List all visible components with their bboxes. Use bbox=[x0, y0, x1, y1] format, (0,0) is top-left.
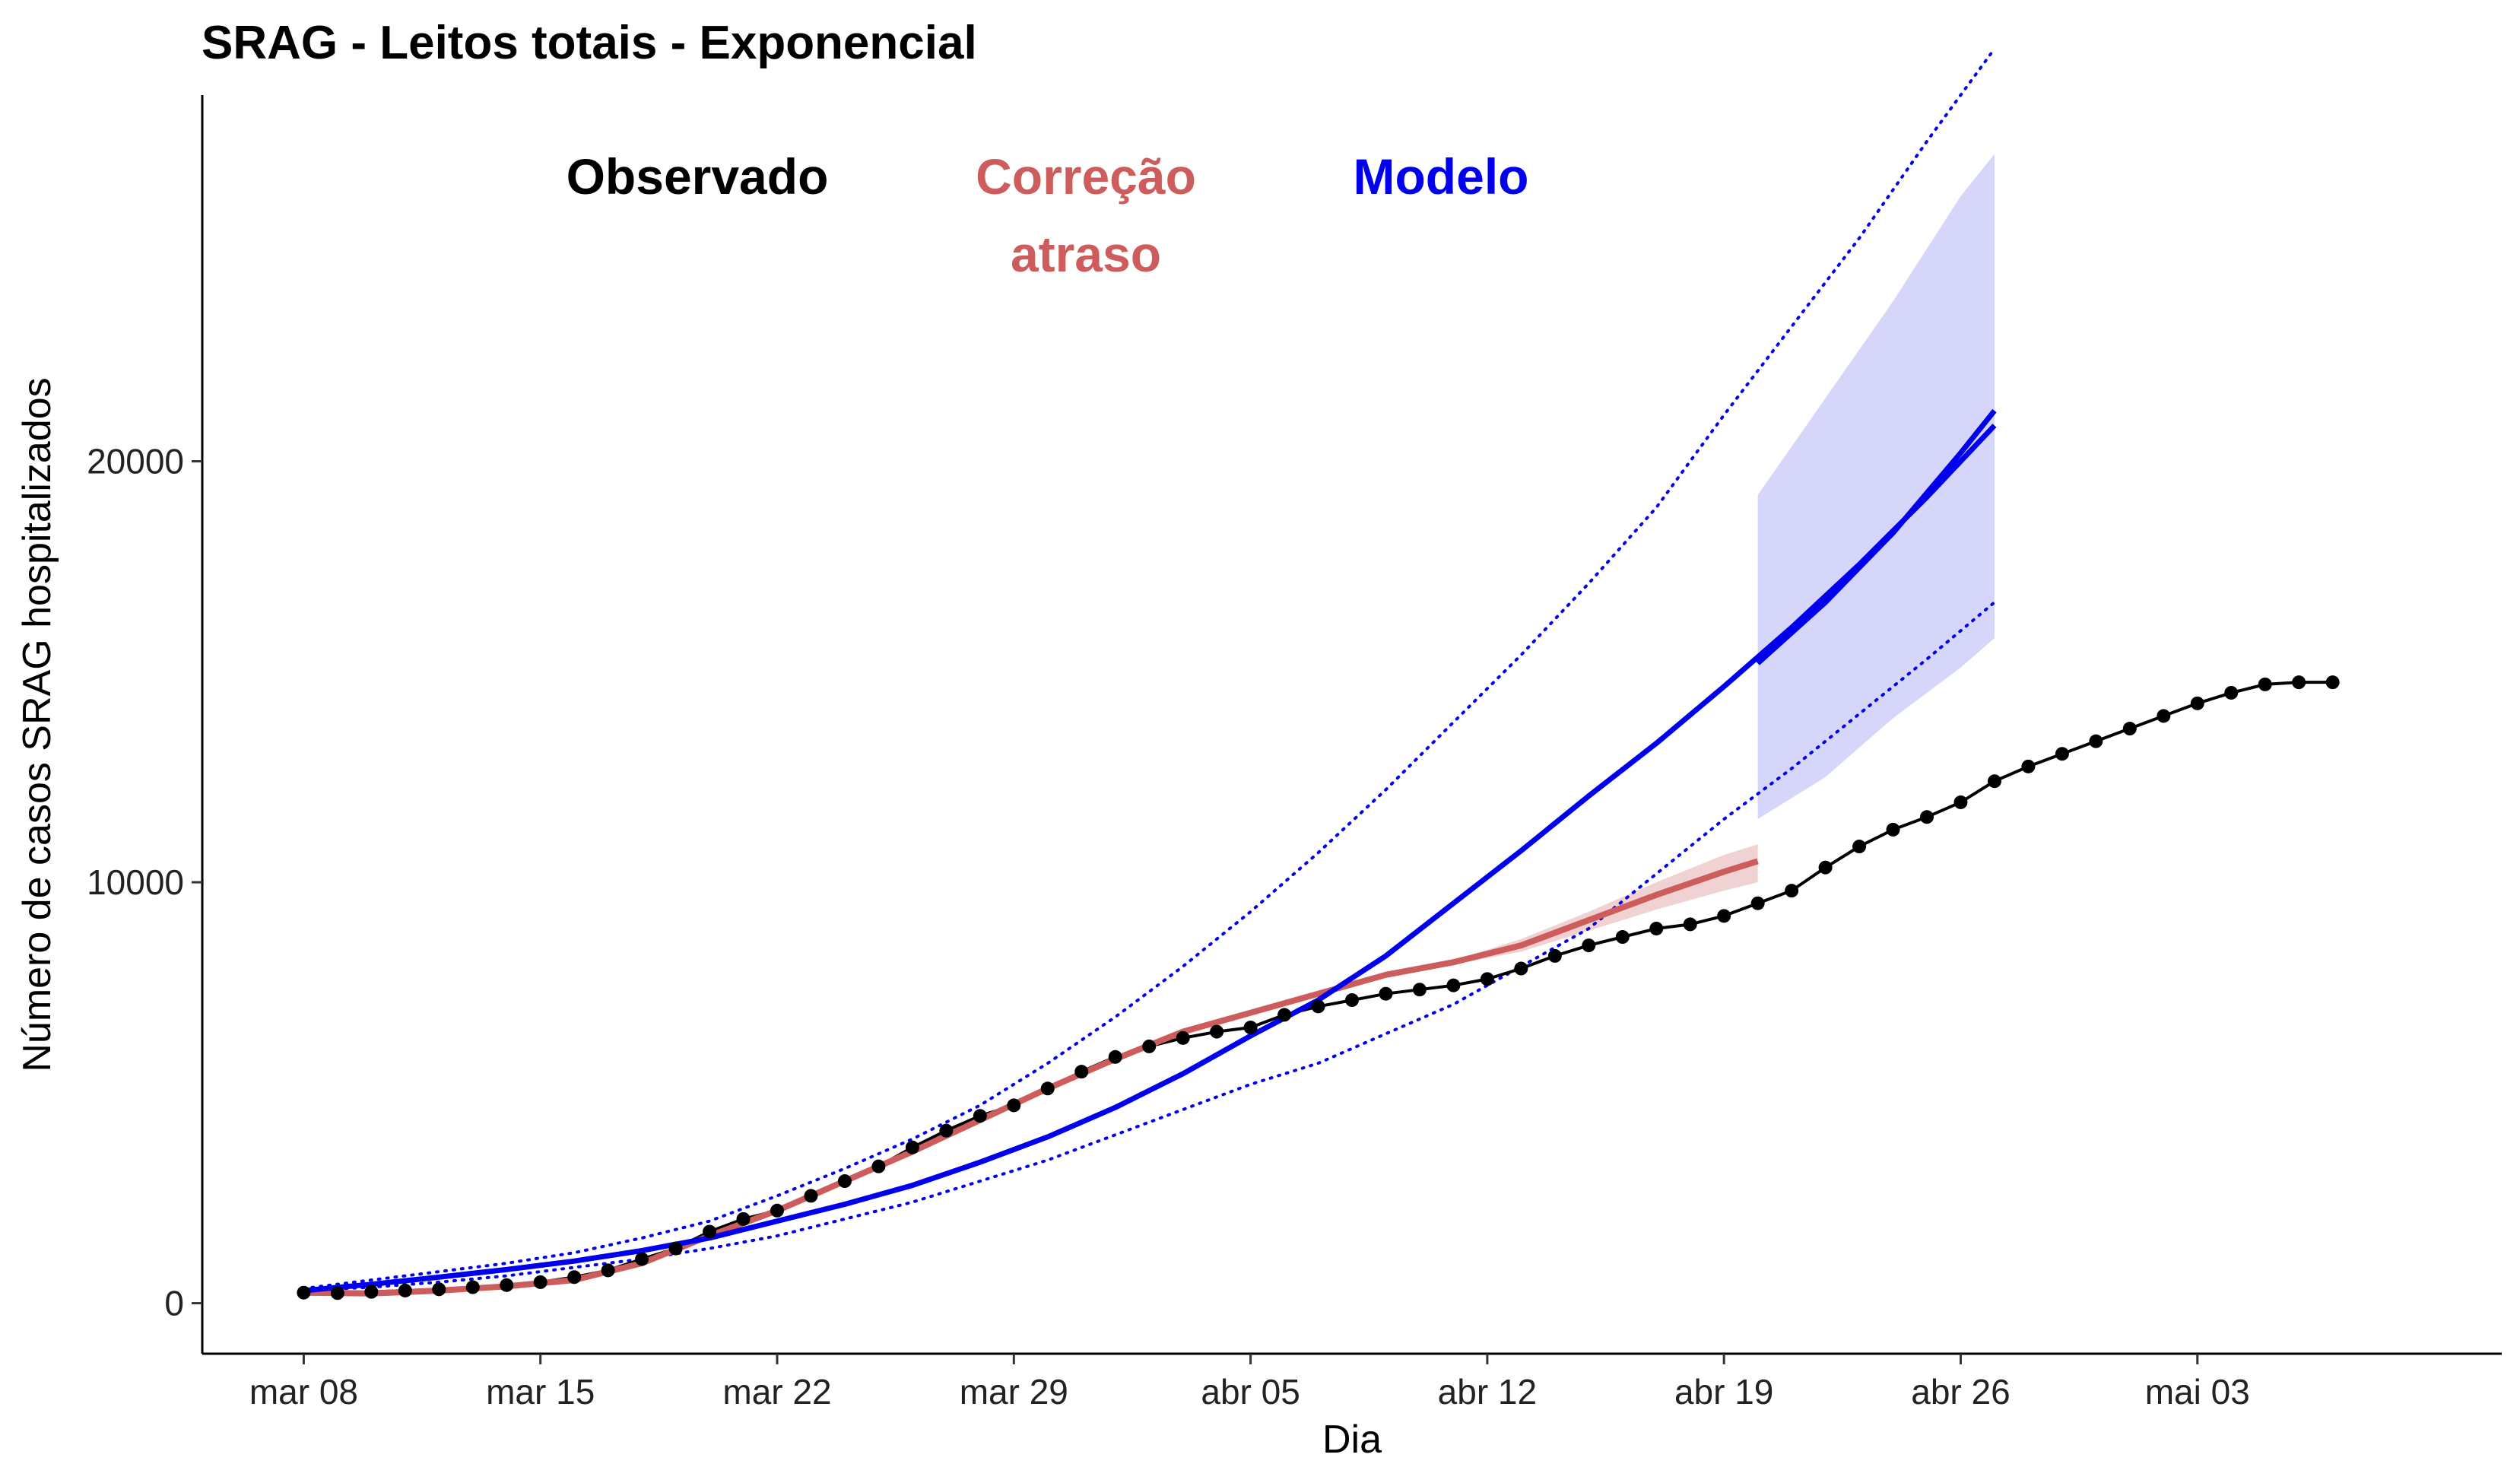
legend-correction-line1: Correção bbox=[976, 148, 1196, 205]
observed-point bbox=[1953, 795, 1968, 809]
x-tick-label: abr 05 bbox=[1201, 1372, 1300, 1412]
model-line bbox=[303, 424, 1997, 1294]
observed-point bbox=[2325, 675, 2340, 690]
observed-point bbox=[1108, 1050, 1122, 1064]
observed-point bbox=[1886, 822, 1900, 837]
observed-point bbox=[1750, 896, 1765, 910]
observed-point bbox=[736, 1211, 751, 1226]
model-lower-bound bbox=[302, 601, 1996, 1292]
observed-point bbox=[837, 1174, 852, 1189]
observed-point bbox=[635, 1252, 649, 1266]
observed-point bbox=[567, 1270, 582, 1285]
projection-line bbox=[1756, 408, 1997, 665]
observed-point bbox=[2055, 747, 2069, 761]
observed-point bbox=[2190, 696, 2204, 710]
bands bbox=[303, 154, 1995, 1294]
x-tick-label: abr 26 bbox=[1911, 1372, 2010, 1412]
observed-point bbox=[1514, 961, 1528, 976]
legend-correction-line2: atraso bbox=[1011, 226, 1161, 282]
observed-point bbox=[939, 1123, 954, 1138]
plot-area bbox=[297, 47, 2340, 1300]
y-ticks: 0 10000 20000 bbox=[87, 442, 202, 1323]
x-tick-label: mar 29 bbox=[960, 1372, 1068, 1412]
observed-point bbox=[2021, 759, 2036, 773]
observed-point bbox=[770, 1203, 784, 1218]
observed-point bbox=[533, 1275, 547, 1289]
chart-title: SRAG - Leitos totais - Exponencial bbox=[202, 17, 977, 69]
observed-point bbox=[1210, 1024, 1224, 1039]
observed-point bbox=[500, 1278, 514, 1292]
observed-point bbox=[2122, 722, 2137, 736]
observed-point bbox=[1243, 1021, 1258, 1035]
observed-point bbox=[1277, 1008, 1292, 1022]
observed-point bbox=[1040, 1081, 1055, 1096]
observed-point bbox=[703, 1224, 717, 1239]
legend-observed: Observado bbox=[567, 148, 829, 205]
y-axis-title: Número de casos SRAG hospitalizados bbox=[15, 377, 59, 1072]
observed-point bbox=[1007, 1098, 1021, 1113]
observed-point bbox=[1547, 948, 1562, 963]
observed-point bbox=[1987, 774, 2001, 789]
observed-point bbox=[1480, 972, 1494, 986]
observed-point bbox=[1176, 1030, 1190, 1045]
y-tick-label: 0 bbox=[164, 1284, 184, 1323]
observed-point bbox=[973, 1109, 987, 1123]
x-axis-title: Dia bbox=[1322, 1418, 1382, 1462]
x-tick-label: mar 15 bbox=[486, 1372, 595, 1412]
x-ticks: mar 08 mar 15 mar 22 mar 29 abr 05 abr 12 abr … bbox=[249, 1354, 2250, 1412]
observed-point bbox=[1582, 938, 1596, 953]
correction-band bbox=[303, 844, 1758, 1294]
observed-point bbox=[432, 1282, 446, 1297]
observed-point bbox=[297, 1285, 311, 1300]
observed-point bbox=[1852, 840, 1867, 854]
observed-point bbox=[2089, 734, 2103, 748]
observed-point bbox=[2224, 685, 2239, 700]
legend-model: Modelo bbox=[1354, 148, 1529, 205]
observed-point bbox=[1446, 978, 1461, 992]
observed-point bbox=[1142, 1039, 1157, 1053]
correction-line bbox=[303, 858, 1759, 1297]
projection-band bbox=[1757, 154, 1995, 820]
observed-point bbox=[2157, 709, 2171, 723]
x-tick-label: abr 12 bbox=[1438, 1372, 1537, 1412]
observed-point bbox=[364, 1285, 379, 1299]
observed-point bbox=[601, 1263, 615, 1278]
observed-point bbox=[465, 1280, 480, 1294]
observed-point bbox=[1615, 930, 1630, 945]
observed-point bbox=[330, 1286, 344, 1300]
x-tick-label: mai 03 bbox=[2145, 1372, 2250, 1412]
series bbox=[302, 47, 2333, 1297]
legend: Observado Correção atraso Modelo bbox=[567, 148, 1529, 282]
observed-point bbox=[1818, 860, 1833, 875]
y-tick-label: 20000 bbox=[87, 442, 184, 481]
observed-point bbox=[2258, 677, 2272, 691]
x-tick-label: mar 08 bbox=[249, 1372, 358, 1412]
observed-point bbox=[1074, 1065, 1089, 1079]
x-tick-label: mar 22 bbox=[722, 1372, 831, 1412]
observed-point bbox=[905, 1140, 919, 1154]
observed-point bbox=[668, 1241, 683, 1256]
x-tick-label: abr 19 bbox=[1674, 1372, 1773, 1412]
observed-point bbox=[1683, 917, 1697, 932]
observed-point bbox=[1379, 986, 1393, 1001]
observed-point bbox=[2292, 675, 2306, 690]
observed-point bbox=[1785, 884, 1799, 898]
y-tick-label: 10000 bbox=[87, 862, 184, 902]
observed-point bbox=[1311, 999, 1325, 1014]
observed-point bbox=[1412, 983, 1427, 997]
observed-point bbox=[1345, 993, 1359, 1008]
observed-point bbox=[804, 1189, 818, 1203]
observed-points bbox=[297, 675, 2340, 1300]
model-upper-bound bbox=[302, 47, 1996, 1291]
observed-point bbox=[1920, 810, 1934, 824]
observed-point bbox=[871, 1159, 886, 1173]
observed-line bbox=[303, 681, 2333, 1295]
observed-point bbox=[398, 1283, 412, 1297]
observed-point bbox=[1717, 909, 1731, 923]
observed-point bbox=[1649, 921, 1664, 935]
